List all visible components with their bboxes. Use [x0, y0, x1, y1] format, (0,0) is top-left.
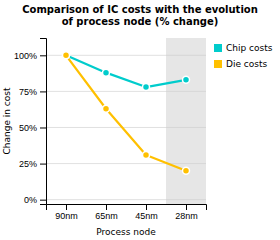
y-tick-label: 0%: [24, 195, 37, 205]
legend-swatch: [214, 44, 222, 52]
x-tick: 90nm: [55, 204, 78, 221]
legend-item: Chip costs: [214, 43, 273, 53]
series-markers: [63, 52, 190, 91]
x-axis: 90nm 65nm 45nm 28nm: [47, 204, 207, 221]
x-tick: 65nm: [95, 204, 118, 221]
marker: [143, 151, 150, 158]
marker: [63, 52, 70, 59]
x-tick-label: 28nm: [175, 211, 198, 221]
y-axis: 0% 25% 50% 75% 100%: [14, 39, 47, 206]
series-line: [66, 55, 186, 87]
y-axis-title: Change in cost: [2, 87, 12, 155]
y-tick-mark: [40, 127, 46, 128]
legend-label: Chip costs: [226, 43, 273, 53]
marker: [143, 84, 150, 91]
plot: 90nm 65nm 45nm 28nm 0% 25% 50% 75% 100%: [14, 38, 207, 221]
title-line: Comparison of IC costs with the evolutio…: [22, 4, 258, 15]
x-tick: 45nm: [135, 204, 158, 221]
y-tick-mark: [40, 55, 46, 56]
x-tick-label: 45nm: [135, 211, 158, 221]
x-axis-line: [47, 205, 207, 211]
title-line: of process node (% change): [62, 16, 219, 27]
x-tick: 28nm: [175, 204, 198, 221]
y-tick-mark: [40, 91, 46, 92]
series-line: [66, 55, 186, 170]
marker: [183, 167, 190, 174]
y-axis-line: [40, 39, 47, 205]
legend-item: Die costs: [214, 59, 268, 69]
y-tick-label: 50%: [19, 123, 37, 133]
legend-swatch: [214, 60, 222, 68]
grid-line: [46, 199, 206, 200]
x-axis-title: Process node: [96, 227, 156, 237]
y-tick-label: 75%: [19, 87, 37, 97]
marker: [103, 105, 110, 112]
marker: [183, 76, 190, 83]
marker: [63, 52, 70, 59]
chart: Comparison of IC costs with the evolutio…: [0, 0, 280, 240]
grid-line: [46, 91, 206, 92]
y-tick: 100%: [14, 51, 46, 61]
y-tick-mark: [40, 164, 46, 165]
grid-line: [46, 163, 206, 164]
x-tick-label: 65nm: [95, 211, 118, 221]
title: Comparison of IC costs with the evolutio…: [22, 4, 258, 27]
y-tick: 25%: [19, 159, 46, 169]
y-tick: 75%: [19, 87, 46, 97]
grid: [46, 55, 206, 199]
x-tick-mark: [66, 204, 67, 210]
y-tick: 50%: [19, 123, 46, 133]
marks: [63, 52, 190, 174]
legend: Chip costs Die costs: [214, 43, 273, 69]
y-tick-label: 100%: [14, 51, 37, 61]
y-tick: 0%: [24, 195, 46, 205]
legend-label: Die costs: [226, 59, 268, 69]
x-tick-mark: [186, 204, 187, 210]
x-tick-mark: [106, 204, 107, 210]
highlight-column: [166, 38, 206, 204]
y-tick-mark: [40, 200, 46, 201]
x-tick-label: 90nm: [55, 211, 78, 221]
grid-line: [46, 127, 206, 128]
marker: [103, 69, 110, 76]
x-tick-mark: [146, 204, 147, 210]
y-tick-label: 25%: [19, 159, 37, 169]
series-markers: [63, 52, 190, 174]
